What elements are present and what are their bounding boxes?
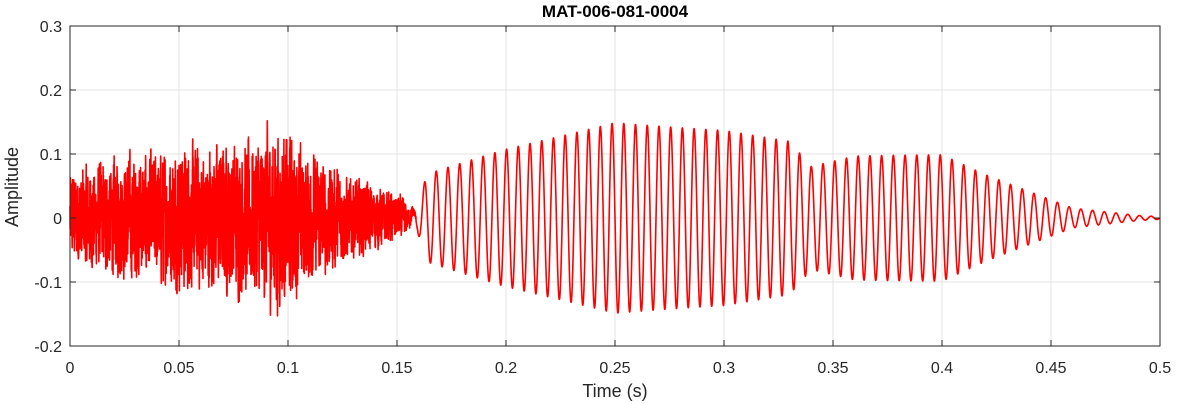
y-tick-label: -0.2 <box>34 339 62 356</box>
x-tick-label: 0.4 <box>931 360 953 377</box>
x-axis-ticks: 0 0.05 0.1 0.15 0.2 0.25 0.3 0.35 0.4 0.45 0.5 <box>66 26 1171 377</box>
x-axis-label: Time (s) <box>582 381 647 401</box>
x-tick-label: 0.15 <box>381 360 412 377</box>
y-tick-label: 0 <box>53 211 62 228</box>
y-tick-label: -0.1 <box>34 275 62 292</box>
y-tick-label: 0.1 <box>40 147 62 164</box>
x-tick-label: 0.3 <box>713 360 735 377</box>
x-tick-label: 0.2 <box>495 360 517 377</box>
y-tick-label: 0.2 <box>40 83 62 100</box>
x-tick-label: 0.35 <box>817 360 848 377</box>
plot-area <box>69 119 1161 317</box>
x-tick-label: 0.45 <box>1035 360 1066 377</box>
y-axis-label: Amplitude <box>2 147 22 227</box>
x-tick-label: 0.5 <box>1149 360 1171 377</box>
x-tick-label: 0.25 <box>599 360 630 377</box>
chart-title: MAT-006-081-0004 <box>542 2 689 21</box>
x-tick-label: 0.1 <box>277 360 299 377</box>
signal-series-line <box>69 119 1161 317</box>
y-tick-label: 0.3 <box>40 19 62 36</box>
y-axis-ticks: -0.2 -0.1 0 0.1 0.2 0.3 <box>34 19 1160 356</box>
x-tick-label: 0.05 <box>163 360 194 377</box>
x-tick-label: 0 <box>66 360 75 377</box>
